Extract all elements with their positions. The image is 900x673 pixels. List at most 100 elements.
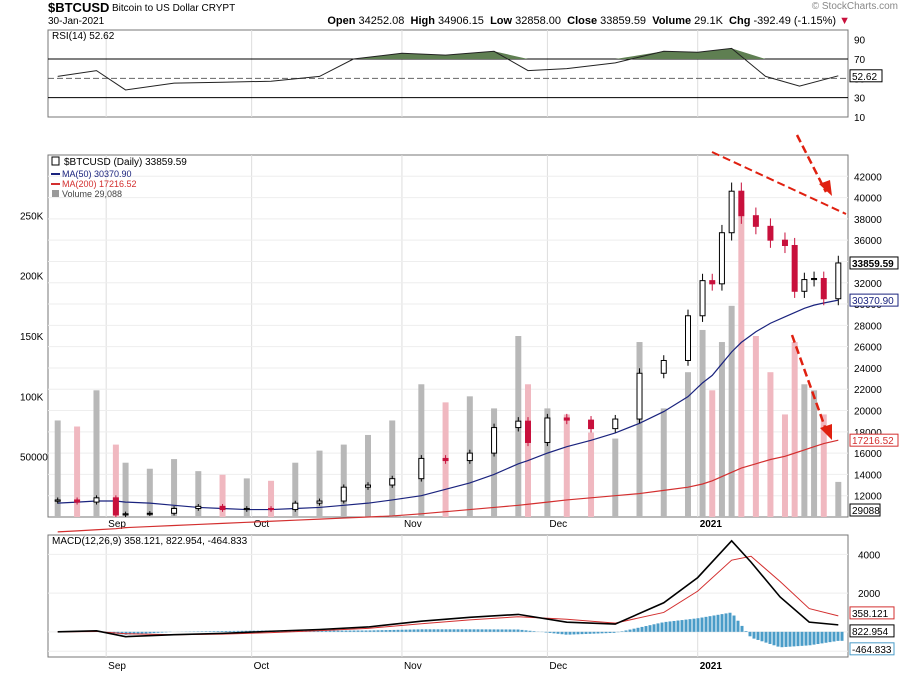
volume-bar bbox=[268, 480, 275, 517]
price-legend: $BTCUSD (Daily) 33859.59 bbox=[64, 157, 187, 168]
volume-bar bbox=[112, 444, 119, 517]
macd-histogram-bar bbox=[564, 631, 568, 635]
macd-histogram-bar bbox=[528, 630, 532, 632]
macd-histogram-bar bbox=[520, 629, 524, 632]
macd-last-value: 358.121 bbox=[852, 609, 889, 620]
price-tick-label: 36000 bbox=[854, 236, 882, 247]
macd-histogram-bar bbox=[460, 629, 464, 632]
volume-bar bbox=[767, 372, 774, 517]
price-tick-label: 42000 bbox=[854, 172, 882, 183]
macd-histogram-bar bbox=[228, 630, 232, 632]
symbol-title: $BTCUSD bbox=[48, 0, 110, 15]
x-tick-label: Sep bbox=[108, 519, 126, 530]
macd-histogram-bar bbox=[792, 631, 796, 647]
macd-histogram-bar bbox=[656, 623, 660, 632]
macd-histogram-bar bbox=[648, 625, 652, 632]
price-tick-label: 18000 bbox=[854, 428, 882, 439]
volume-value: 29.1K bbox=[694, 15, 723, 27]
macd-histogram-bar bbox=[404, 629, 408, 632]
candle bbox=[820, 278, 827, 300]
candle bbox=[93, 497, 100, 503]
rsi-tick-label: 70 bbox=[854, 55, 866, 66]
macd-histogram-bar bbox=[504, 629, 508, 632]
macd-histogram-bar bbox=[644, 626, 648, 632]
volume-bar bbox=[171, 459, 178, 517]
macd-histogram-bar bbox=[812, 631, 816, 645]
macd-histogram-bar bbox=[556, 631, 560, 634]
ma50-legend: MA(50) 30370.90 bbox=[62, 169, 132, 179]
x-tick-label: Oct bbox=[254, 519, 270, 530]
candle bbox=[709, 280, 716, 285]
macd-histogram-bar bbox=[676, 620, 680, 632]
volume-bar bbox=[612, 438, 619, 517]
price-tick-label: 40000 bbox=[854, 194, 882, 205]
ma200-last-box bbox=[849, 433, 899, 447]
macd-histogram-bar bbox=[368, 630, 372, 632]
candle bbox=[752, 215, 759, 227]
macd-histogram-bar bbox=[608, 631, 612, 634]
macd-histogram-bar bbox=[584, 631, 588, 634]
macd-histogram-bar bbox=[532, 631, 536, 632]
x-tick-label: Sep bbox=[108, 661, 126, 672]
macd-tick-label: 2000 bbox=[858, 589, 881, 600]
macd-panel bbox=[47, 534, 849, 658]
candle bbox=[316, 500, 323, 504]
candle bbox=[781, 239, 788, 246]
macd-histogram-bar bbox=[456, 629, 460, 632]
symbol-description: Bitcoin to US Dollar CRYPT bbox=[112, 3, 236, 14]
candle bbox=[442, 457, 449, 462]
price-tick-label: 28000 bbox=[854, 321, 882, 332]
candle bbox=[340, 486, 347, 502]
macd-histogram-bar bbox=[572, 631, 576, 635]
volume-tick-label: 250K bbox=[20, 211, 44, 222]
macd-histogram-bar bbox=[148, 631, 152, 634]
macd-histogram-bar bbox=[700, 617, 704, 632]
candle bbox=[418, 457, 425, 480]
macd-histogram-bar bbox=[680, 620, 684, 632]
x-tick-label: 2021 bbox=[700, 519, 723, 530]
macd-histogram-bar bbox=[632, 628, 636, 632]
macd-histogram-bar bbox=[324, 630, 328, 632]
rsi-tick-label: 90 bbox=[854, 36, 866, 47]
macd-histogram-bar bbox=[332, 630, 336, 632]
macd-histogram-bar bbox=[772, 631, 776, 646]
volume-bar bbox=[801, 384, 808, 517]
close-value: 33859.59 bbox=[600, 15, 647, 27]
rsi-panel bbox=[47, 29, 849, 118]
macd-histogram-bar bbox=[604, 631, 608, 634]
rsi-line bbox=[57, 47, 839, 91]
arrow-shaft bbox=[795, 134, 828, 193]
trendline bbox=[711, 151, 847, 215]
ma200-last: 17216.52 bbox=[852, 436, 894, 447]
price-tick-label: 24000 bbox=[854, 364, 882, 375]
macd-histogram-bar bbox=[240, 630, 244, 632]
macd-histogram-bar bbox=[436, 629, 440, 632]
macd-tick-label: 4000 bbox=[858, 550, 881, 561]
candle bbox=[699, 280, 706, 317]
volume-bar bbox=[292, 462, 299, 517]
price-tick-label: 16000 bbox=[854, 449, 882, 460]
macd-histogram-bar bbox=[320, 630, 324, 632]
x-tick-label: Nov bbox=[404, 661, 422, 672]
candle bbox=[563, 417, 570, 421]
macd-histogram-bar bbox=[824, 631, 828, 643]
macd-histogram-bar bbox=[340, 630, 344, 632]
macd-histogram-bar bbox=[524, 630, 528, 632]
macd-histogram-bar bbox=[448, 629, 452, 632]
candle bbox=[122, 513, 129, 516]
candle bbox=[268, 507, 275, 511]
volume-bar bbox=[122, 462, 129, 517]
macd-histogram-bar bbox=[232, 630, 236, 632]
macd-histogram-bar bbox=[688, 619, 692, 632]
macd-histogram-bar bbox=[392, 629, 396, 632]
macd-histogram-bar bbox=[496, 629, 500, 632]
macd-histogram-bar bbox=[480, 629, 484, 632]
ma50-last: 30370.90 bbox=[852, 296, 894, 307]
macd-histogram-bar bbox=[596, 631, 600, 634]
candle bbox=[491, 427, 498, 454]
x-tick-label: Dec bbox=[549, 661, 567, 672]
macd-histogram-bar bbox=[220, 631, 224, 632]
macd-histogram-bar bbox=[684, 619, 688, 632]
macd-histogram-bar bbox=[744, 631, 748, 632]
volume-bar bbox=[685, 372, 691, 517]
